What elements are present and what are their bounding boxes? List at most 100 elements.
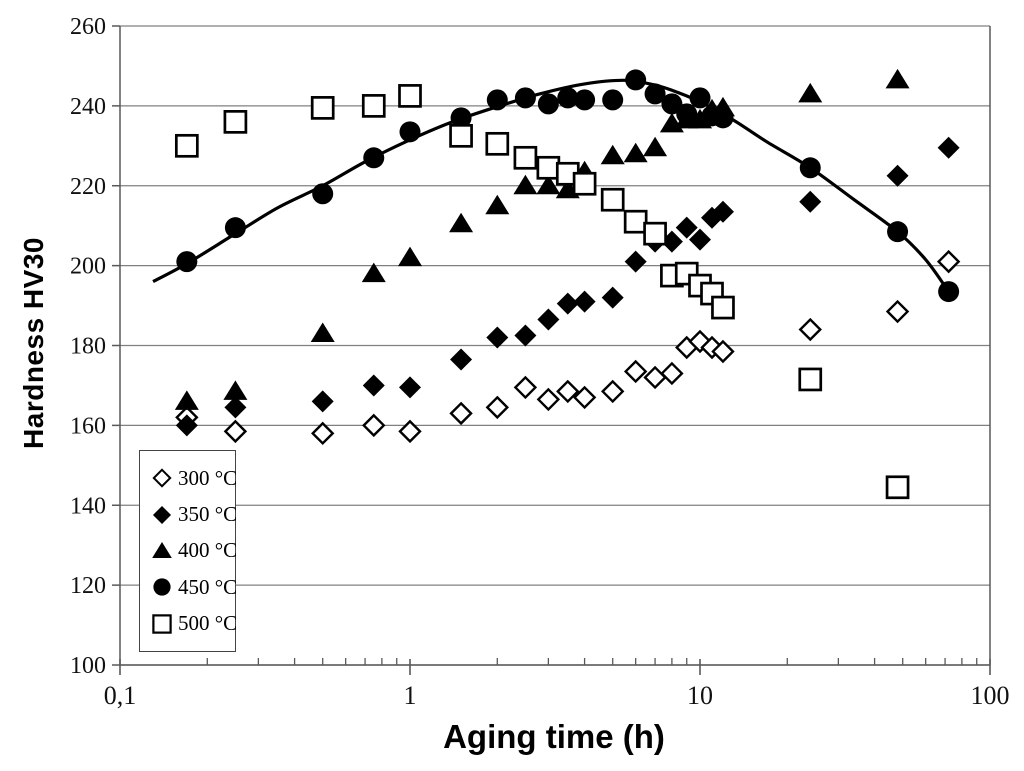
diamond-open-marker bbox=[398, 419, 422, 444]
diamond-open-marker bbox=[711, 339, 735, 364]
circle-filled-marker bbox=[312, 183, 334, 205]
series-400C bbox=[174, 68, 910, 410]
triangle-filled-marker bbox=[623, 142, 648, 163]
circle-filled-marker bbox=[574, 89, 596, 111]
square-open-marker bbox=[536, 155, 561, 180]
legend-item: 350 °C bbox=[149, 502, 238, 528]
square-open-marker bbox=[310, 96, 335, 120]
diamond-filled-marker bbox=[556, 292, 579, 315]
legend-item: 500 °C bbox=[149, 611, 237, 637]
diamond-filled-marker bbox=[486, 326, 509, 349]
square-open-marker bbox=[643, 221, 667, 246]
square-open-marker bbox=[485, 131, 510, 156]
diamond-open-marker bbox=[601, 379, 625, 404]
diamond-open-marker bbox=[885, 299, 910, 324]
diamond-filled-marker bbox=[450, 348, 473, 371]
diamond-filled-icon bbox=[152, 505, 172, 524]
triangle-filled-marker bbox=[485, 194, 510, 215]
triangle-filled-marker bbox=[174, 390, 199, 410]
series-500C bbox=[174, 84, 910, 500]
triangle-filled-marker bbox=[643, 136, 668, 157]
square-open-marker bbox=[885, 475, 910, 500]
triangle-filled-marker bbox=[449, 212, 474, 233]
triangle-filled-marker bbox=[885, 68, 910, 89]
triangle-filled-marker bbox=[513, 174, 538, 195]
diamond-open-marker bbox=[936, 249, 961, 274]
series-300C bbox=[175, 249, 961, 446]
y-tick-label: 260 bbox=[70, 14, 106, 40]
square-open-marker bbox=[623, 209, 648, 234]
diamond-filled-marker bbox=[937, 136, 960, 159]
circle-filled-marker bbox=[644, 83, 666, 105]
circle-filled-marker bbox=[602, 89, 624, 111]
legend: 300 °C 350 °C 400 °C 450 °C 500 °C bbox=[139, 450, 238, 652]
circle-filled-marker bbox=[676, 103, 698, 125]
diamond-filled-marker bbox=[399, 376, 421, 399]
diamond-filled-marker bbox=[224, 396, 247, 419]
circle-filled-marker bbox=[712, 107, 734, 129]
x-tick-label: 1 bbox=[404, 681, 417, 710]
legend-label: 350 °C bbox=[178, 502, 238, 527]
triangle-filled-marker bbox=[798, 82, 823, 103]
square-open-marker bbox=[600, 187, 625, 212]
x-tick-label: 10 bbox=[687, 681, 713, 710]
diamond-open-marker bbox=[623, 359, 648, 384]
diamond-open-marker bbox=[311, 421, 335, 446]
triangle-filled-marker bbox=[310, 322, 335, 343]
y-axis-title: Hardness HV30 bbox=[18, 237, 49, 449]
square-open-marker bbox=[798, 367, 823, 392]
y-tick-label: 240 bbox=[70, 94, 106, 120]
circle-filled-marker bbox=[625, 69, 647, 91]
diamond-open-marker bbox=[513, 375, 538, 400]
square-open-marker bbox=[152, 613, 172, 634]
y-tick-label: 120 bbox=[70, 573, 106, 599]
diamond-open-marker bbox=[152, 468, 172, 488]
diamond-open-marker bbox=[660, 361, 684, 386]
series-450C bbox=[176, 69, 960, 303]
triangle-filled-marker bbox=[361, 262, 386, 283]
circle-filled-marker bbox=[557, 87, 579, 109]
circle-filled-marker bbox=[938, 281, 960, 303]
circle-filled-marker bbox=[689, 87, 711, 109]
diamond-filled-marker bbox=[799, 190, 822, 213]
circle-filled-marker bbox=[363, 147, 385, 169]
diamond-filled-marker bbox=[689, 228, 711, 251]
diamond-open-marker bbox=[572, 385, 597, 410]
triangle-filled-icon bbox=[152, 541, 172, 558]
circle-filled-marker bbox=[887, 221, 909, 243]
circle-filled-marker bbox=[450, 107, 472, 129]
square-open-marker bbox=[398, 84, 422, 108]
diamond-open-icon bbox=[152, 468, 172, 488]
square-open-marker bbox=[449, 123, 473, 148]
circle-filled-marker bbox=[537, 93, 559, 115]
circle-filled-marker bbox=[799, 157, 821, 179]
diamond-filled-marker bbox=[573, 290, 596, 313]
square-open-marker bbox=[711, 295, 735, 320]
square-open-marker bbox=[572, 171, 597, 196]
legend-label: 450 °C bbox=[178, 574, 238, 599]
diamond-open-marker bbox=[449, 401, 473, 426]
circle-filled-marker bbox=[176, 251, 198, 273]
legend-item: 300 °C bbox=[149, 465, 238, 491]
x-axis-title: Aging time (h) bbox=[443, 718, 665, 755]
triangle-filled-marker bbox=[223, 380, 248, 400]
legend-item: 450 °C bbox=[149, 574, 238, 600]
diamond-open-marker bbox=[536, 387, 561, 412]
triangle-filled-marker bbox=[152, 541, 172, 558]
diamond-filled-marker bbox=[362, 374, 385, 397]
diamond-open-marker bbox=[223, 419, 248, 444]
diamond-open-marker bbox=[362, 413, 386, 438]
square-open-marker bbox=[223, 109, 248, 134]
y-tick-label: 100 bbox=[70, 653, 106, 679]
diamond-filled-marker bbox=[175, 414, 198, 437]
diamond-open-marker bbox=[485, 395, 509, 420]
diamond-filled-marker bbox=[675, 216, 698, 239]
y-tick-label: 200 bbox=[70, 254, 106, 280]
circle-filled-marker bbox=[661, 93, 683, 115]
legend-label: 300 °C bbox=[178, 465, 238, 490]
diamond-filled-marker bbox=[624, 250, 647, 273]
triangle-filled-marker bbox=[600, 144, 625, 165]
circle-filled-marker bbox=[514, 87, 536, 109]
